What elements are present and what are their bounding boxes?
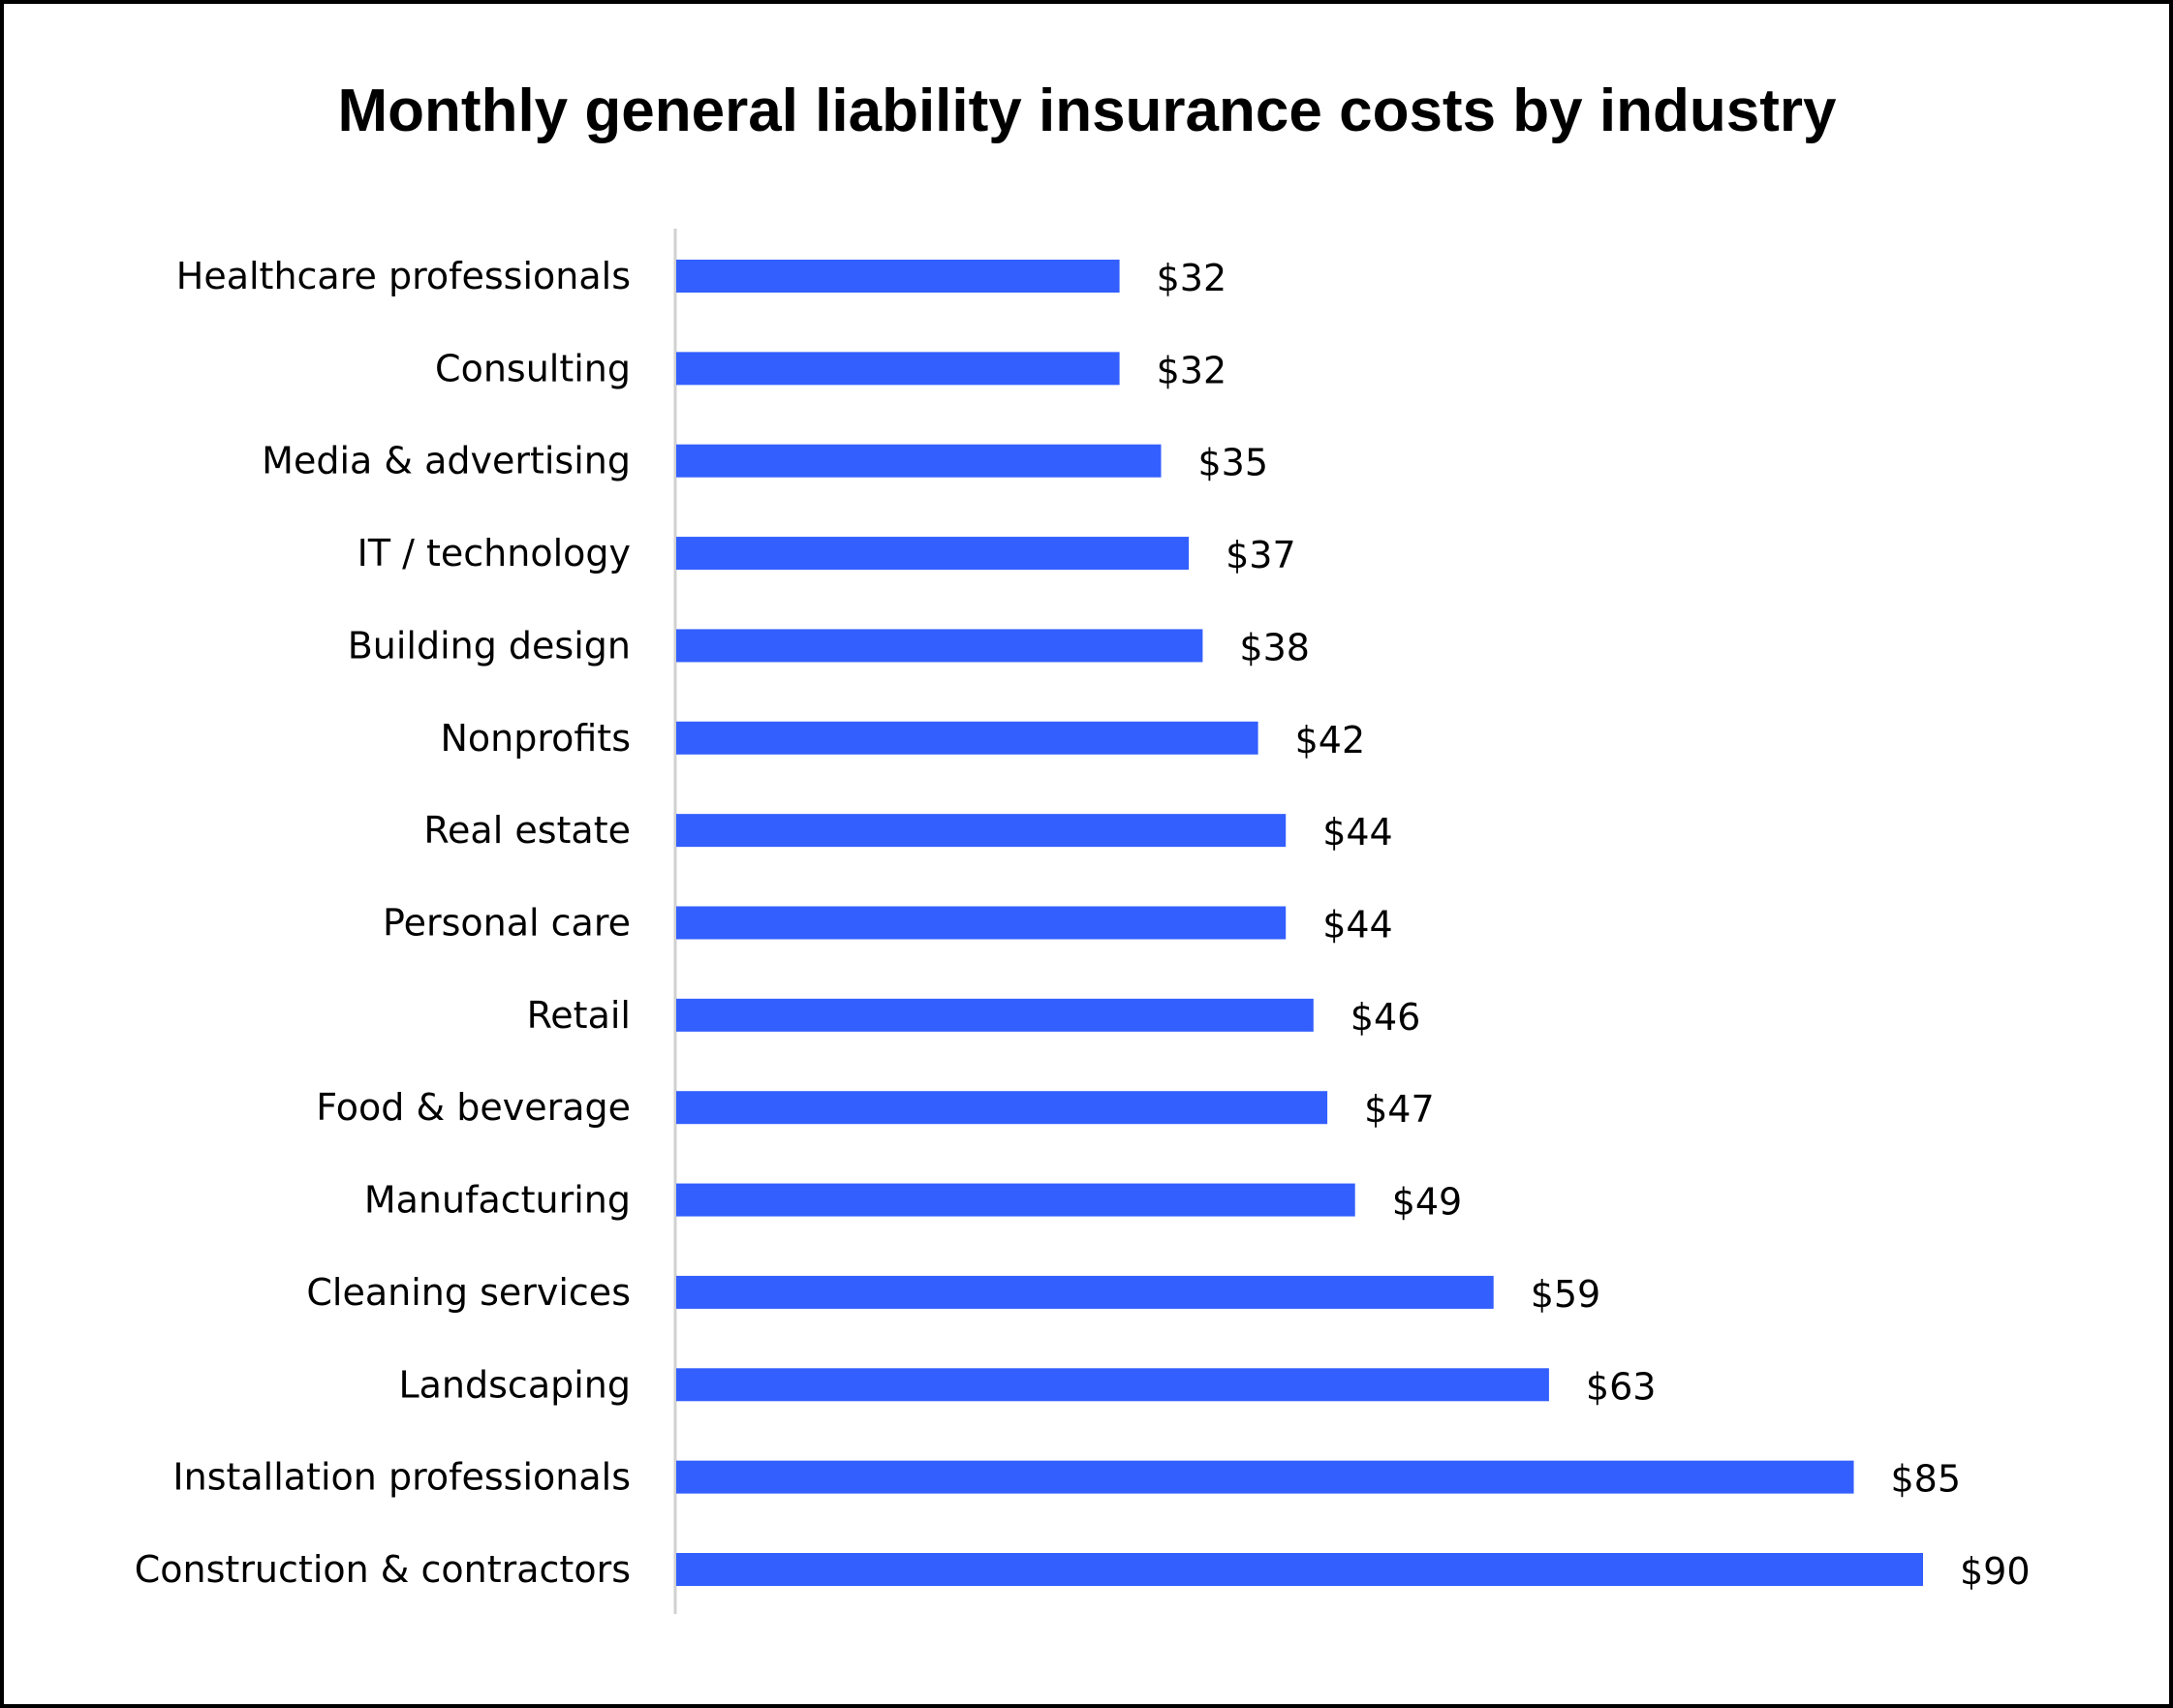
bar <box>676 1091 1328 1125</box>
bar <box>676 1460 1854 1494</box>
data-label: $32 <box>1157 349 1227 391</box>
category-label: Building design <box>348 624 631 667</box>
bar <box>676 352 1120 386</box>
bar <box>676 998 1314 1032</box>
bar <box>676 1368 1549 1402</box>
data-label: $42 <box>1295 719 1366 761</box>
chart-title: Monthly general liability insurance cost… <box>338 78 1837 144</box>
category-label: Healthcare professionals <box>176 255 631 297</box>
data-label: $37 <box>1226 534 1296 576</box>
bar <box>676 814 1287 848</box>
category-label: Cleaning services <box>306 1271 631 1314</box>
category-label: Media & advertising <box>262 440 631 482</box>
data-label: $63 <box>1586 1365 1657 1408</box>
category-label: Food & beverage <box>316 1086 631 1129</box>
bar <box>676 906 1287 940</box>
data-label: $46 <box>1350 996 1421 1039</box>
bar <box>676 537 1190 571</box>
category-label: Retail <box>527 994 631 1037</box>
category-label: IT / technology <box>357 532 631 575</box>
bar <box>676 721 1258 755</box>
data-label: $85 <box>1891 1458 1962 1501</box>
category-label: Landscaping <box>398 1363 631 1406</box>
data-label: $59 <box>1531 1273 1601 1316</box>
category-label: Construction & contractors <box>135 1548 631 1591</box>
bar <box>676 444 1162 478</box>
data-label: $47 <box>1364 1088 1435 1131</box>
category-label: Real estate <box>423 809 631 852</box>
data-label: $32 <box>1157 257 1227 299</box>
data-label: $90 <box>1960 1550 2031 1593</box>
bar <box>676 629 1203 663</box>
category-label: Installation professionals <box>172 1456 631 1499</box>
data-label: $44 <box>1322 811 1393 854</box>
category-label: Personal care <box>383 902 631 945</box>
bar <box>676 1275 1494 1309</box>
data-label: $49 <box>1392 1181 1463 1224</box>
data-label: $38 <box>1239 626 1310 668</box>
category-label: Nonprofits <box>440 717 631 760</box>
category-label: Consulting <box>435 347 631 389</box>
bar <box>676 1553 1923 1586</box>
category-label: Manufacturing <box>364 1179 631 1222</box>
bar <box>676 1183 1355 1217</box>
data-label: $44 <box>1322 904 1393 947</box>
data-label: $35 <box>1198 442 1269 484</box>
bar <box>676 260 1120 293</box>
